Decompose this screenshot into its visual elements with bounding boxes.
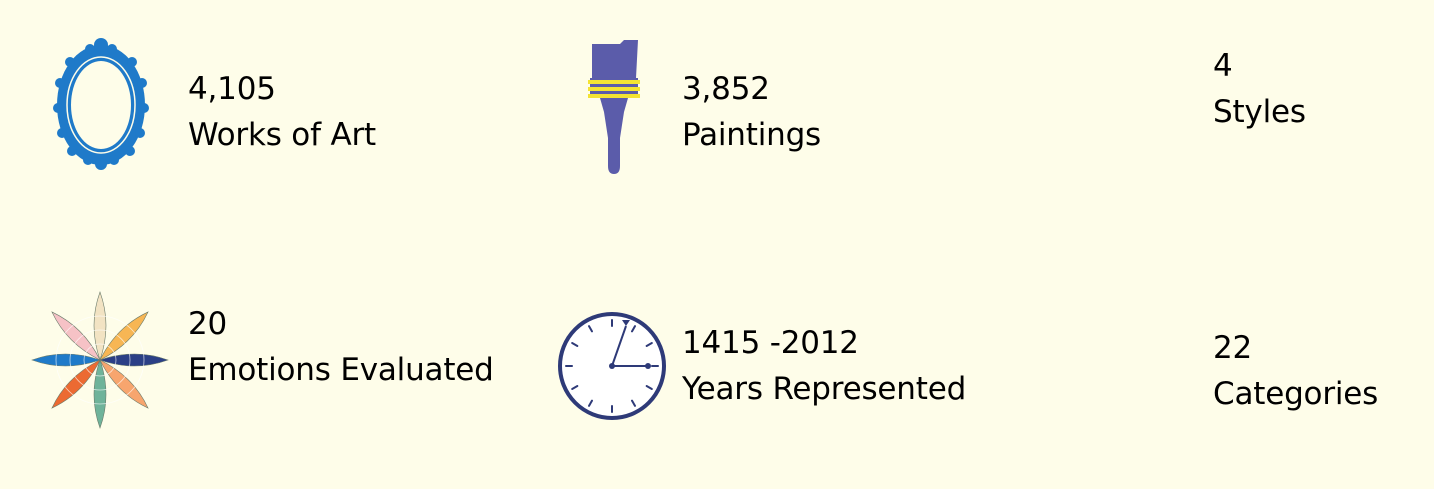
stat-categories: 22 Categories xyxy=(1200,280,1420,480)
paintbrush-icon xyxy=(588,40,640,174)
clock-tick xyxy=(571,342,579,347)
stat-value: 4 xyxy=(1213,48,1233,84)
clock-tick xyxy=(645,342,653,347)
stat-value: 20 xyxy=(188,306,228,342)
clock-tick xyxy=(631,325,636,333)
stat-value: 22 xyxy=(1213,330,1253,366)
clock-tick xyxy=(645,385,653,390)
stat-styles: 4 Styles xyxy=(1200,0,1420,200)
stat-label: Styles xyxy=(1213,94,1306,130)
stat-label: Categories xyxy=(1213,376,1379,412)
clock-tick xyxy=(588,399,593,407)
ornate-frame-icon xyxy=(53,38,149,170)
stat-paintings: 3,852 Paintings xyxy=(560,0,980,200)
stat-label: Paintings xyxy=(682,117,822,153)
stat-works-of-art: 4,105 Works of Art xyxy=(0,0,480,200)
stat-value: 4,105 xyxy=(188,71,276,107)
clock-tick xyxy=(571,385,579,390)
stat-value: 3,852 xyxy=(682,71,770,107)
clock-tick xyxy=(588,325,593,333)
clock-icon xyxy=(558,312,666,420)
stat-years-represented: 1415 -2012 Years Represented xyxy=(540,280,1020,480)
stat-label: Years Represented xyxy=(682,371,967,407)
emotion-wheel-icon xyxy=(31,291,169,429)
stat-label: Emotions Evaluated xyxy=(188,352,494,388)
clock-tick xyxy=(631,399,636,407)
stat-value: 1415 -2012 xyxy=(682,325,859,361)
stat-emotions-evaluated: 20 Emotions Evaluated xyxy=(0,280,540,480)
stat-label: Works of Art xyxy=(188,117,376,153)
